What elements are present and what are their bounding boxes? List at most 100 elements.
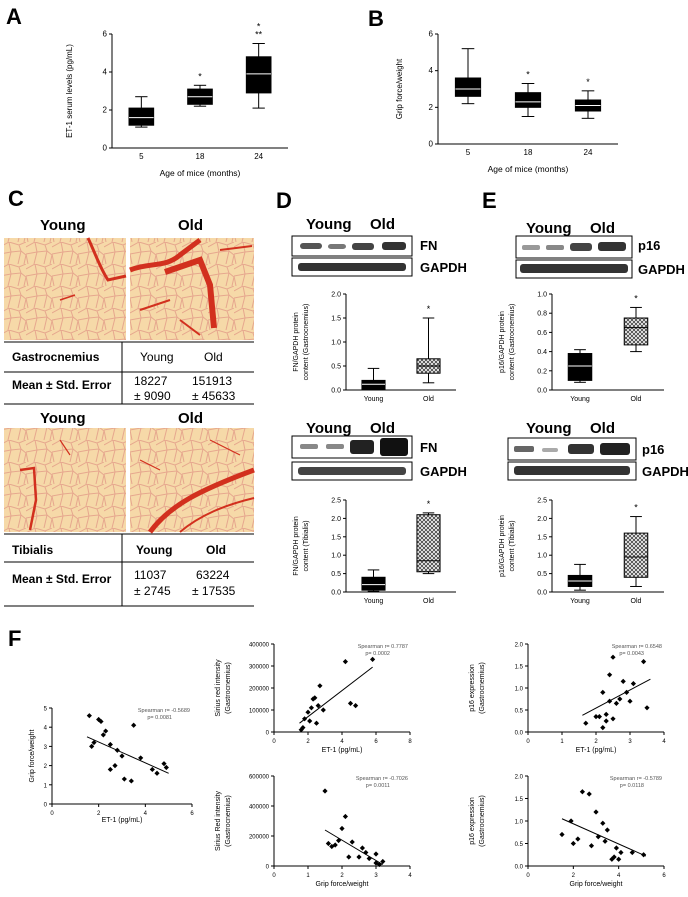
data-point — [149, 766, 155, 773]
tibialis-old-se: ± 17535 — [192, 584, 236, 598]
data-point — [618, 849, 624, 856]
panel-label-f: F — [8, 626, 22, 651]
x-tick-label: Young — [364, 598, 384, 605]
x-tick-label: 18 — [524, 148, 533, 157]
significance-marker: * — [427, 304, 431, 314]
data-point — [305, 709, 311, 715]
y-tick-label: 1.5 — [331, 534, 341, 541]
data-point — [161, 761, 167, 767]
y-tick-label: 0 — [429, 140, 434, 149]
histology-gastro-young — [4, 238, 126, 340]
blot-d2-old-label: Old — [370, 420, 395, 437]
y-tick-label: 0 — [266, 865, 270, 871]
x-tick-label: Young — [570, 396, 590, 403]
x-tick-label: 0 — [526, 873, 530, 879]
y-tick-label: 1.0 — [331, 340, 341, 347]
x-axis-label: Grip force/weight — [570, 881, 623, 888]
tibialis-table-row-label: Mean ± Std. Error — [12, 572, 112, 586]
x-tick-label: 4 — [662, 739, 666, 745]
data-point — [313, 720, 320, 726]
x-tick-label: 4 — [617, 873, 621, 879]
panel-label-a: A — [6, 4, 22, 29]
spearman-p: p= 0.0043 — [619, 651, 644, 657]
blot-d1-young-label: Young — [306, 216, 352, 233]
regression-line — [582, 678, 651, 716]
box-iqr — [361, 576, 386, 591]
histology-tibialis-young-label: Young — [40, 410, 86, 427]
x-tick-label: Young — [570, 598, 590, 605]
blot-p16-gastro — [515, 235, 633, 279]
data-point — [346, 854, 352, 860]
blot-d1-old-label: Old — [370, 216, 395, 233]
y-axis-label: p16 expression — [469, 797, 476, 845]
data-point — [616, 856, 622, 862]
x-tick-label: 2 — [97, 811, 101, 817]
y-tick-label: 1.0 — [537, 292, 547, 299]
data-point — [107, 766, 113, 773]
data-point — [339, 825, 345, 832]
y-axis-label: content (Tibialis) — [509, 520, 516, 571]
y-tick-label: 0.5 — [537, 571, 547, 578]
data-point — [588, 843, 595, 849]
panel-label-b: B — [368, 6, 384, 31]
box-iqr — [623, 317, 649, 346]
spearman-p: p= 0.0118 — [620, 783, 644, 789]
y-axis-label: FN/GAPDH protein — [293, 516, 300, 576]
data-point — [322, 788, 328, 794]
chart-f-et1-vs-p16: 0.0 0.5 1.0 1.5 2.0 0 1 2 3 4 Spearman r= 0.6548p=… — [469, 643, 666, 755]
y-tick-label: 2.5 — [331, 498, 341, 505]
data-point — [86, 713, 92, 719]
data-point — [347, 700, 354, 706]
y-tick-label: 1.0 — [331, 553, 341, 560]
chart-d-fn-tibialis: 0.0 0.5 1.0 1.5 2.0 2.5 Young Old * FN/GAPDH prot… — [293, 498, 456, 605]
y-axis-label: p16 expression — [469, 664, 476, 712]
blot-d1-fn-label: FN — [420, 238, 438, 253]
y-tick-label: 600000 — [249, 775, 270, 781]
y-tick-label: 300000 — [249, 665, 270, 671]
significance-marker: * — [427, 499, 431, 509]
x-tick-label: 2 — [306, 739, 310, 745]
y-tick-label: 1.5 — [515, 665, 524, 671]
y-tick-label: 2.0 — [515, 775, 524, 781]
y-tick-label: 1.0 — [515, 687, 524, 693]
y-axis-label: ET-1 serum levels (pg/mL) — [65, 44, 74, 138]
spearman-r: Spearman r= 0.6548 — [612, 644, 662, 650]
y-tick-label: 0.6 — [537, 330, 547, 337]
y-axis-label: (Gastrocnemius) — [479, 662, 486, 714]
box-iqr — [128, 107, 155, 126]
y-tick-label: 2 — [44, 764, 48, 770]
blot-e1-old-label: Old — [590, 220, 615, 237]
histology-gastro-old-label: Old — [178, 217, 203, 234]
y-axis-label: p16/GAPDH protein — [499, 515, 506, 577]
x-tick-label: 6 — [662, 873, 666, 879]
data-point — [349, 839, 355, 845]
x-tick-label: 0 — [526, 739, 530, 745]
data-point — [320, 707, 326, 713]
x-tick-label: 2 — [572, 873, 576, 879]
blot-fn-gastro — [291, 235, 413, 277]
x-axis-label: Age of mice (months) — [160, 168, 241, 178]
data-point — [627, 698, 633, 704]
tibialis-table-old: Old — [206, 543, 226, 557]
y-axis-label: (Gastrocnemius) — [479, 795, 486, 847]
y-tick-label: 2 — [429, 103, 434, 112]
spearman-r: Spearman r= -0.5689 — [138, 708, 190, 714]
x-tick-label: 5 — [466, 148, 471, 157]
y-axis-label: (Gastrocnemius) — [225, 662, 232, 714]
regression-line — [324, 829, 384, 865]
y-tick-label: 5 — [44, 707, 48, 713]
chart-f-grip-vs-p16: 0.0 0.5 1.0 1.5 2.0 0 2 4 6 Spearman r= -0.5789p=… — [469, 775, 666, 889]
blot-e1-gapdh-label: GAPDH — [638, 262, 685, 277]
x-tick-label: 0 — [50, 811, 54, 817]
significance-marker: * — [634, 293, 638, 303]
regression-line — [561, 818, 647, 857]
gastro-table-tissue: Gastrocnemius — [12, 350, 100, 364]
tibialis-young-se: ± 2745 — [134, 584, 171, 598]
x-tick-label: 0 — [272, 873, 276, 879]
data-point — [600, 820, 606, 826]
spearman-r: Spearman r= 0.7787 — [358, 644, 408, 650]
y-tick-label: 6 — [429, 30, 434, 39]
x-tick-label: 2 — [340, 873, 344, 879]
